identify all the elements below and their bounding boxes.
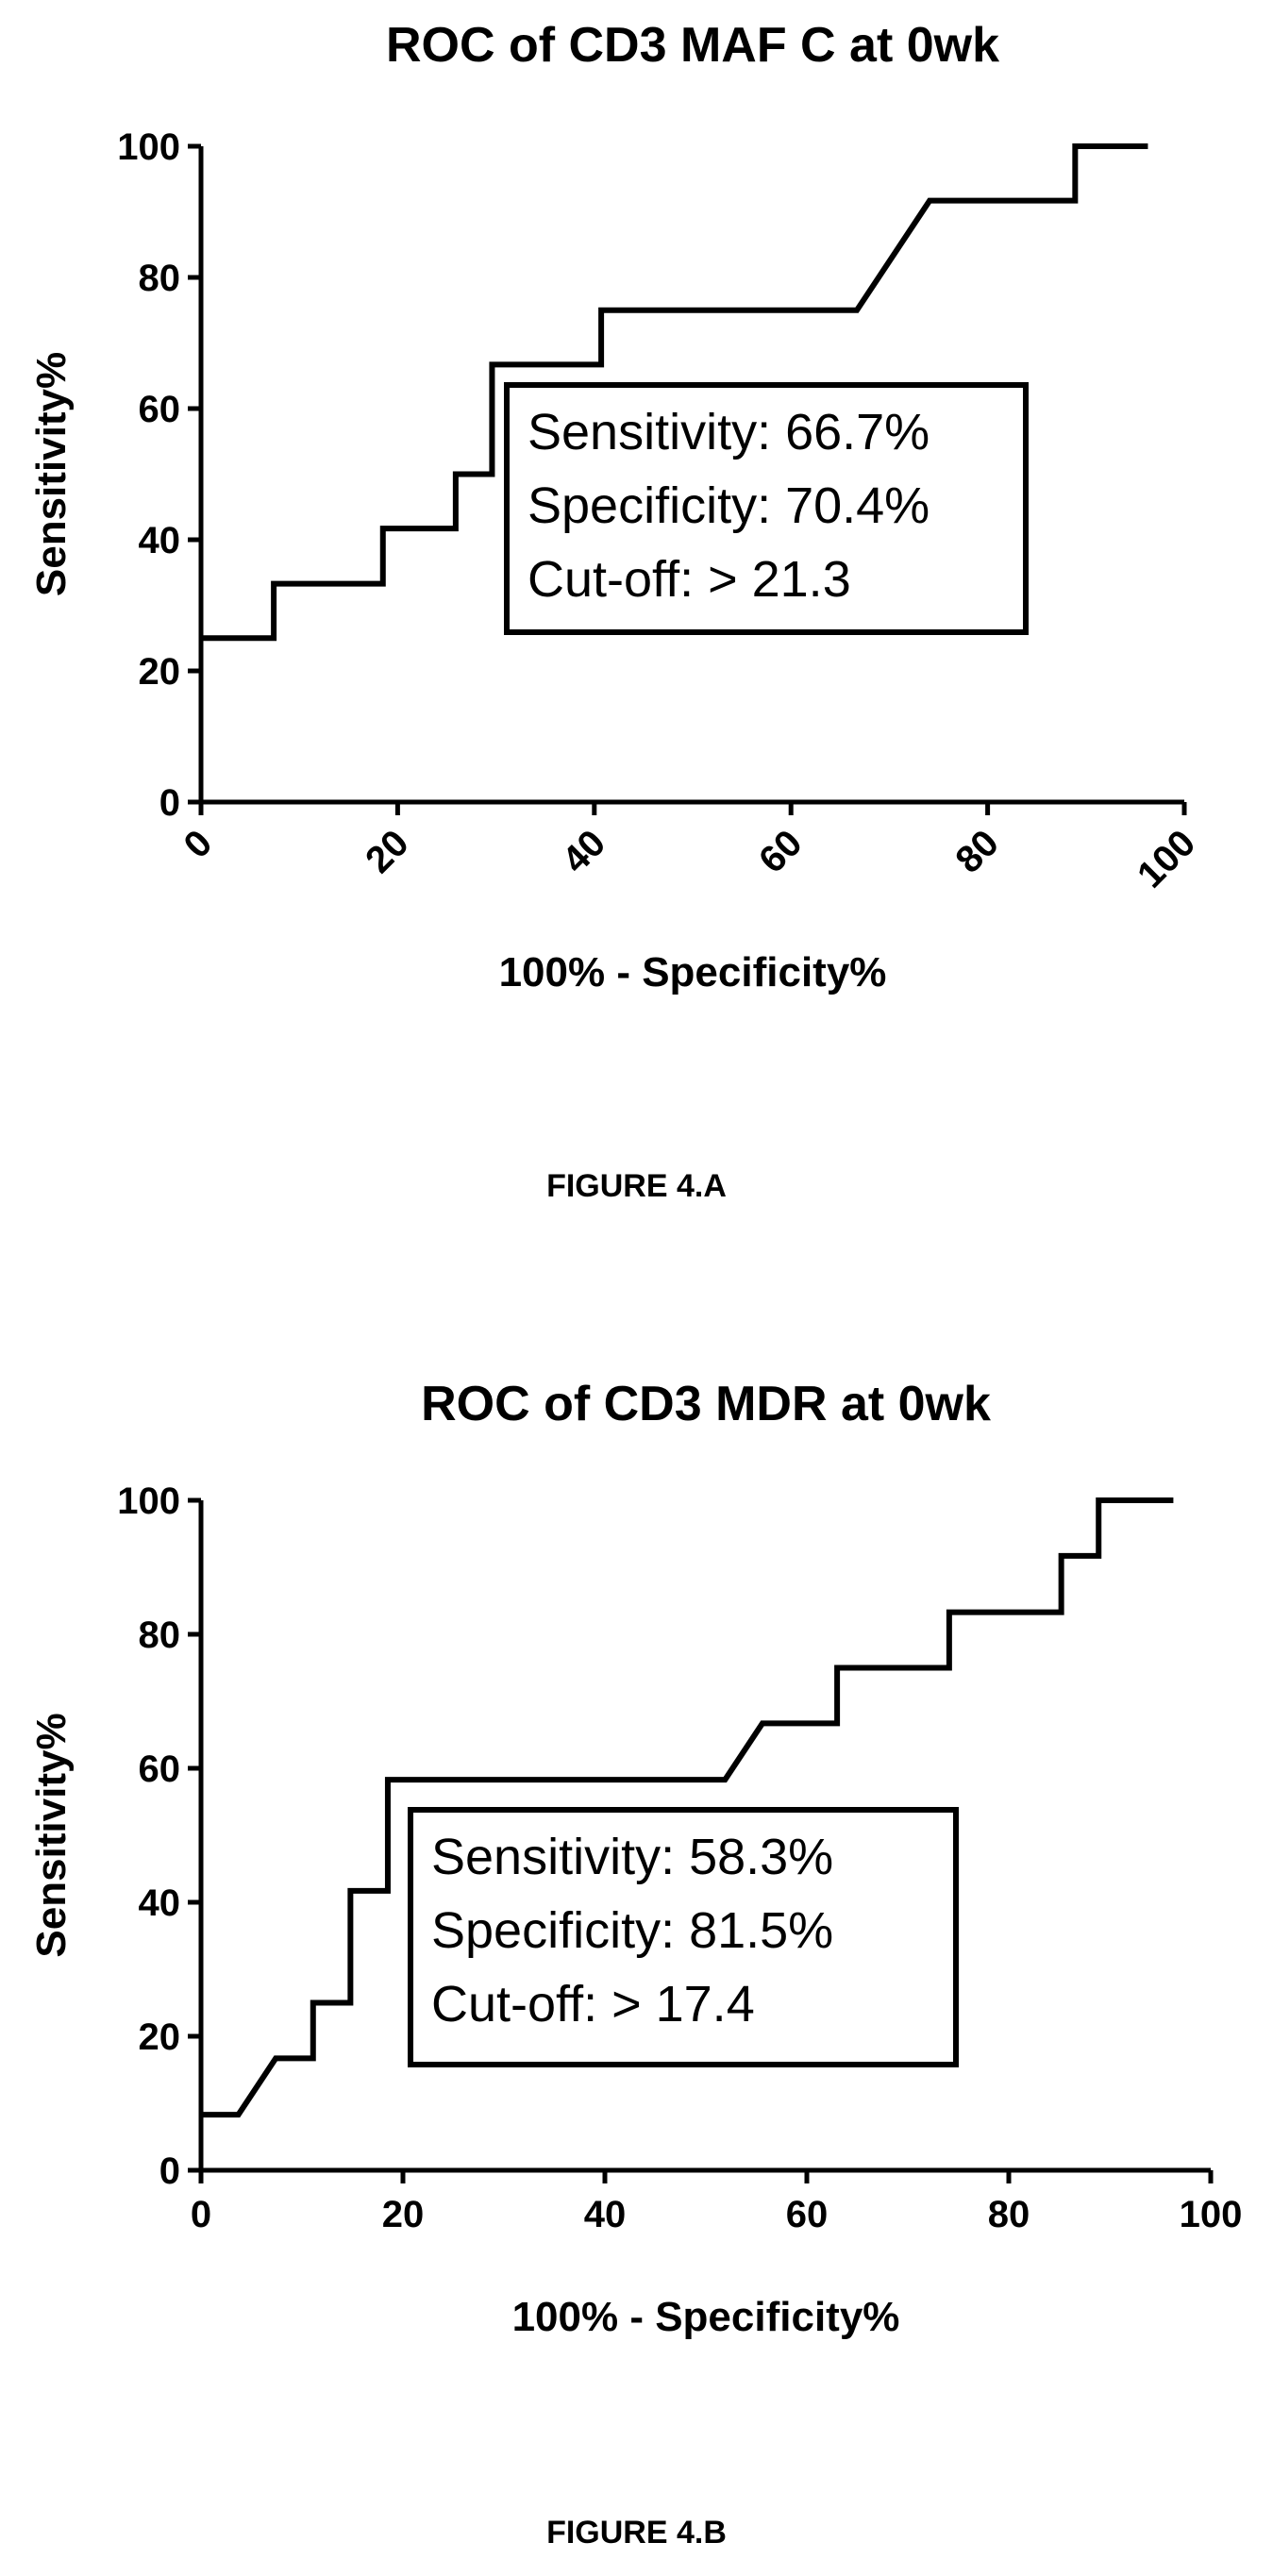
stats-box	[408, 1807, 959, 2067]
x-tick-group: 80	[947, 822, 1007, 881]
x-tick-label: 100	[1180, 2194, 1243, 2235]
stats-box	[504, 382, 1029, 635]
x-tick-label: 60	[751, 822, 811, 881]
x-tick-label: 40	[584, 2194, 627, 2235]
roc-chart-b: ROC of CD3 MDR at 0wk 0 20 40 60 80 100 0 20 40 60…	[28, 1377, 1243, 2340]
roc-curve-line	[201, 1497, 1174, 2118]
chart-title: ROC of CD3 MAF C at 0wk	[386, 18, 999, 73]
stats-line: Sensitivity: 58.3%	[431, 1829, 833, 1885]
y-axis-label: Sensitivity%	[28, 352, 75, 596]
stats-line: Sensitivity: 66.7%	[528, 404, 930, 460]
x-tick-group: 100	[1130, 822, 1203, 895]
chart-panel-a: ROC of CD3 MAF C at 0wk 0 20 40 60 80 100 0 20 40…	[0, 0, 1273, 1283]
x-tick-label: 100	[1130, 822, 1203, 895]
roc-chart-a: ROC of CD3 MAF C at 0wk 0 20 40 60 80 100 0 20 40…	[28, 18, 1203, 995]
x-tick-group: 0	[176, 822, 221, 866]
x-tick-label: 80	[947, 822, 1007, 881]
y-tick-label: 60	[139, 1748, 181, 1790]
roc-curve-line	[201, 143, 1148, 642]
stats-line: Specificity: 81.5%	[431, 1902, 833, 1959]
x-axis-label: 100% - Specificity%	[512, 2294, 900, 2340]
x-tick-label: 20	[382, 2194, 425, 2235]
y-tick-label: 0	[159, 782, 180, 824]
y-tick-label: 40	[139, 1882, 181, 1924]
x-tick-group: 40	[555, 822, 614, 881]
x-tick-group: 20	[358, 822, 417, 881]
figure-caption-b: FIGURE 4.B	[546, 2515, 727, 2551]
x-tick-label: 20	[358, 822, 417, 881]
x-tick-group: 60	[751, 822, 811, 881]
y-tick-label: 80	[139, 258, 181, 299]
x-tick-label: 40	[555, 822, 614, 881]
y-tick-label: 20	[139, 2016, 181, 2058]
y-tick-label: 60	[139, 389, 181, 430]
x-tick-label: 80	[988, 2194, 1030, 2235]
y-tick-label: 100	[117, 126, 180, 168]
stats-line: Cut-off: > 21.3	[528, 551, 851, 608]
y-tick-label: 80	[139, 1614, 181, 1656]
chart-title: ROC of CD3 MDR at 0wk	[421, 1377, 991, 1431]
x-tick-label: 0	[191, 2194, 211, 2235]
x-tick-label: 0	[176, 822, 221, 866]
y-tick-label: 20	[139, 651, 181, 693]
stats-line: Specificity: 70.4%	[528, 477, 930, 534]
y-tick-label: 40	[139, 520, 181, 561]
chart-panel-b: ROC of CD3 MDR at 0wk 0 20 40 60 80 100 0 20 40 60…	[0, 1359, 1273, 2571]
x-tick-label: 60	[786, 2194, 829, 2235]
stats-line: Cut-off: > 17.4	[431, 1976, 755, 2032]
x-axis-label: 100% - Specificity%	[499, 949, 887, 995]
figure-caption-a: FIGURE 4.A	[546, 1168, 727, 1204]
y-tick-label: 100	[117, 1480, 180, 1522]
y-tick-label: 0	[159, 2150, 180, 2192]
y-axis-label: Sensitivity%	[28, 1713, 75, 1957]
